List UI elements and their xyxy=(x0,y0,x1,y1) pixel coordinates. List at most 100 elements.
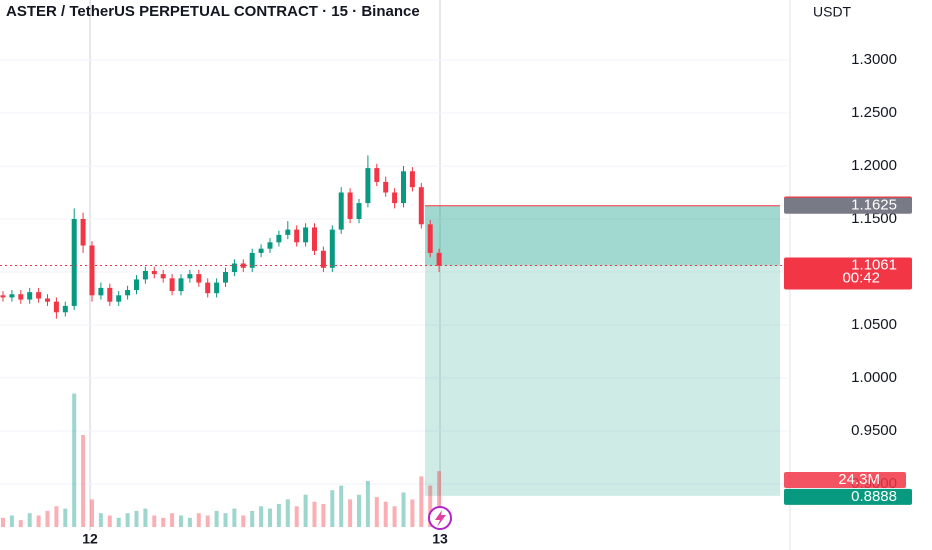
candle-body xyxy=(53,301,59,313)
candle-body xyxy=(276,234,282,243)
candle-body xyxy=(436,252,442,266)
candle-body xyxy=(374,168,380,182)
volume-bar xyxy=(330,490,335,527)
volume-bar xyxy=(205,515,210,527)
volume-bar xyxy=(125,513,130,527)
candle-body xyxy=(196,274,202,283)
candle-body xyxy=(142,270,148,280)
candle-body xyxy=(249,252,255,268)
position-target-zone xyxy=(425,265,780,496)
target-label: 0.8888 xyxy=(851,488,897,505)
volume-bar xyxy=(187,517,192,527)
candle-body xyxy=(285,229,291,235)
volume-bar xyxy=(250,510,255,527)
y-tick-label: 1.1500 xyxy=(851,210,897,227)
position-risk-zone xyxy=(425,205,780,266)
volume-bar xyxy=(294,506,299,527)
candle-body xyxy=(98,287,104,296)
volume-bar xyxy=(107,515,112,527)
volume-bar xyxy=(98,513,103,527)
candle-body xyxy=(401,171,406,204)
candle-body xyxy=(205,282,211,294)
volume-bar xyxy=(268,508,272,527)
volume-bar xyxy=(179,515,183,527)
volume-bar xyxy=(54,506,59,527)
volume-bar xyxy=(339,485,344,527)
volume-bar xyxy=(116,517,121,527)
candle-body xyxy=(231,263,237,272)
volume-bar xyxy=(428,485,433,527)
candle-body xyxy=(338,192,344,230)
volume-bar xyxy=(27,513,32,527)
candle-body xyxy=(418,187,424,225)
day-label: 13 xyxy=(432,531,448,547)
volume-label: 24.3M xyxy=(838,471,880,488)
volume-bar xyxy=(303,494,308,527)
volume-bar xyxy=(196,513,201,527)
candle-body xyxy=(151,270,157,275)
candle-body xyxy=(258,248,264,253)
volume-bar xyxy=(241,515,246,527)
candle-body xyxy=(125,290,131,296)
volume-bar xyxy=(383,501,388,527)
y-tick-label: 1.2000 xyxy=(851,157,897,174)
volume-bar xyxy=(72,393,77,527)
volume-bar xyxy=(232,508,237,527)
candle-body xyxy=(329,229,335,268)
candle-body xyxy=(392,192,398,204)
candle-body xyxy=(347,192,353,219)
candle-body xyxy=(320,250,326,268)
candle-body xyxy=(62,305,68,313)
volume-bar xyxy=(419,476,424,527)
volume-bar xyxy=(321,504,326,527)
volume-bar xyxy=(134,510,139,527)
y-tick-label: 1.0500 xyxy=(851,316,897,333)
candle-body xyxy=(267,242,273,249)
candle-body xyxy=(356,203,362,219)
volume-bar xyxy=(90,499,94,527)
volume-bar xyxy=(81,435,86,527)
candle-body xyxy=(134,279,139,291)
candle-body xyxy=(294,229,300,243)
candle-body xyxy=(187,274,193,279)
candle-body xyxy=(18,294,24,300)
target-box xyxy=(784,488,912,505)
volume-bar xyxy=(9,515,14,527)
volume-bar xyxy=(357,494,361,527)
candle-body xyxy=(0,295,6,298)
volume-bar xyxy=(223,513,228,527)
candle-body xyxy=(427,224,433,253)
volume-bar xyxy=(152,515,157,527)
candle-body xyxy=(36,292,42,299)
day-label: 12 xyxy=(82,531,98,547)
candle-body xyxy=(80,218,86,246)
candle-body xyxy=(160,274,166,279)
candle-body xyxy=(116,295,122,302)
volume-bar xyxy=(348,499,353,527)
volume-bar xyxy=(285,499,290,527)
volume-bar xyxy=(1,517,5,527)
y-tick-label: 1.2500 xyxy=(851,104,897,121)
volume-bar xyxy=(36,515,41,527)
y-tick-label: 1.3000 xyxy=(851,51,897,68)
last-price-label: 1.1061 xyxy=(851,256,897,273)
volume-bar xyxy=(276,504,281,527)
candle-body xyxy=(312,227,317,251)
candle-body xyxy=(9,294,15,298)
y-tick-label: 1.0000 xyxy=(851,369,897,386)
candle-body xyxy=(89,245,95,296)
price-marker-box xyxy=(784,197,912,214)
candle-body xyxy=(365,168,371,204)
candle-body xyxy=(223,271,228,283)
volume-label-box xyxy=(784,472,906,488)
candle-body xyxy=(107,287,113,302)
volume-bar xyxy=(312,501,317,527)
volume-bar xyxy=(170,513,175,527)
last-price-box xyxy=(784,257,912,290)
volume-bar xyxy=(365,481,370,527)
volume-bar xyxy=(401,492,406,527)
volume-bar xyxy=(45,510,50,527)
volume-bar xyxy=(392,506,397,527)
